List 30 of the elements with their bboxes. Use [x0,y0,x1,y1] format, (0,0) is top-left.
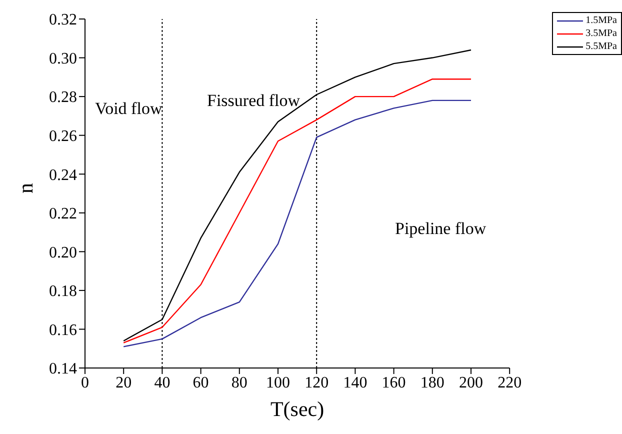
x-tick-label: 100 [266,374,290,392]
y-tick-label: 0.24 [49,166,77,184]
y-tick-label: 0.28 [49,89,77,106]
y-tick-label: 0.26 [49,128,77,146]
y-tick-label: 0.32 [49,12,77,29]
y-tick-label: 0.18 [49,283,77,300]
x-axis-title: T(sec) [270,397,324,421]
legend-label: 3.5MPa [586,27,617,40]
x-tick-label: 140 [343,374,368,392]
x-tick-label: 120 [304,374,329,392]
legend-label: 5.5MPa [586,40,617,53]
x-tick-label: 180 [420,374,444,392]
x-tick-label: 160 [382,374,406,392]
x-tick-label: 60 [192,374,209,392]
y-axis-title: n [13,182,38,194]
annotation: Pipeline flow [395,219,487,238]
x-tick-label: 40 [154,374,170,392]
x-tick-label: 0 [81,374,89,392]
x-tick-label: 200 [458,374,483,392]
y-tick-label: 0.20 [49,244,77,262]
legend-label: 1.5MPa [586,14,617,27]
x-tick-label: 220 [498,374,522,392]
x-tick-label: 80 [231,374,248,392]
y-tick-label: 0.14 [49,360,77,378]
y-tick-label: 0.30 [49,50,77,68]
annotation: Void flow [95,99,163,118]
x-tick-label: 20 [116,374,132,392]
y-tick-label: 0.16 [49,322,77,339]
annotation: Fissured flow [207,91,301,110]
y-tick-label: 0.22 [49,206,77,223]
